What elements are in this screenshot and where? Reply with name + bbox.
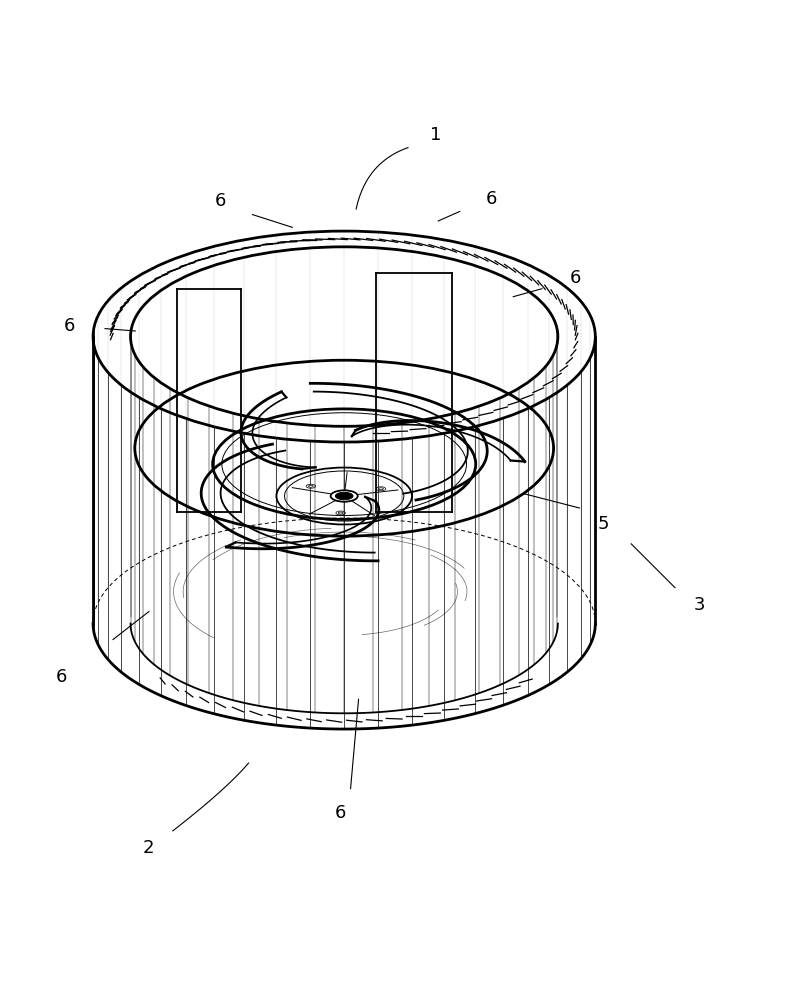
Text: 6: 6 [63,317,75,335]
Ellipse shape [338,512,343,514]
Text: 1: 1 [430,126,442,144]
Text: 6: 6 [570,269,581,287]
Ellipse shape [330,490,358,502]
Text: 6: 6 [486,190,498,208]
Ellipse shape [378,488,383,490]
Text: 5: 5 [598,515,609,533]
Text: 6: 6 [334,804,346,822]
Ellipse shape [309,485,314,487]
Text: 3: 3 [694,596,705,614]
Text: 6: 6 [215,192,226,210]
Ellipse shape [335,492,353,500]
Text: 2: 2 [143,839,154,857]
Text: 6: 6 [55,668,67,686]
